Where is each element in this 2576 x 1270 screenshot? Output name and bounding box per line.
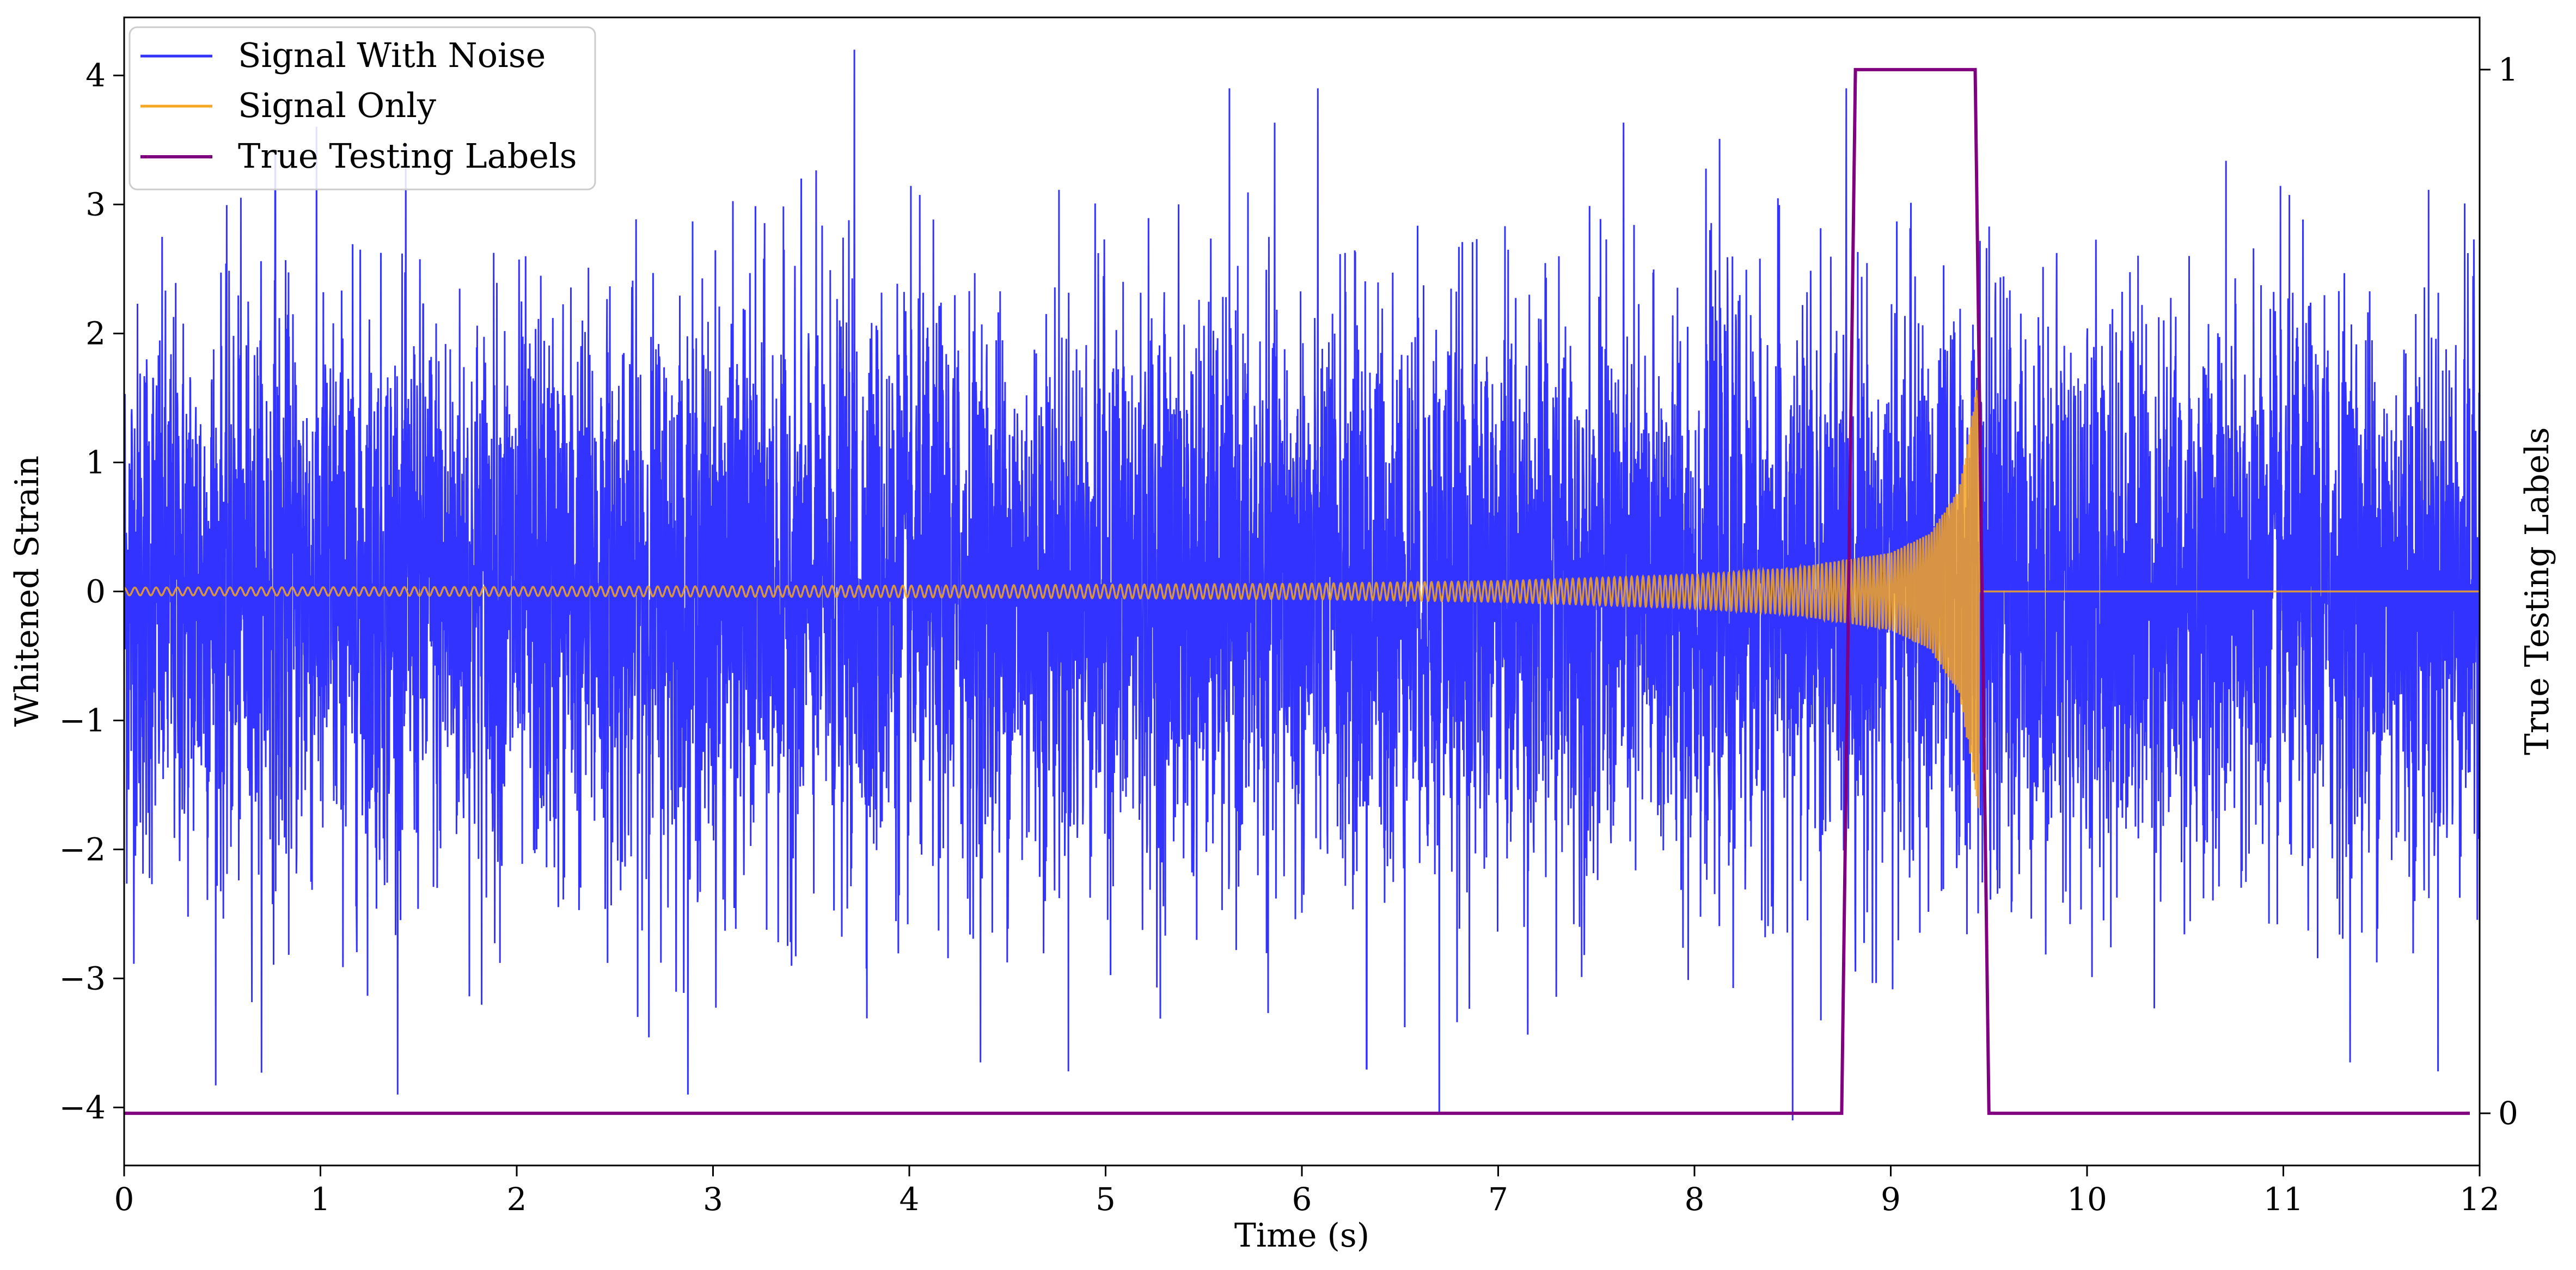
y2-axis-title: True Testing Labels <box>2518 427 2556 756</box>
x-tick-label: 4 <box>900 1181 920 1218</box>
y2-tick-label: 0 <box>2498 1095 2518 1132</box>
y-axis-title: Whitened Strain <box>8 456 46 727</box>
legend-box <box>129 26 596 191</box>
y-tick-label: 4 <box>85 57 106 94</box>
legend-label-signal: Signal Only <box>238 85 436 125</box>
x-tick-label: 6 <box>1292 1181 1312 1218</box>
x-tick-label: 11 <box>2263 1181 2304 1218</box>
y-tick-label: 0 <box>85 573 106 610</box>
x-axis-title: Time (s) <box>1234 1217 1369 1255</box>
x-tick-label: 2 <box>507 1181 527 1218</box>
legend-label-labels: True Testing Labels <box>238 136 577 176</box>
legend-label-noise: Signal With Noise <box>238 35 546 75</box>
series-signal-only <box>124 381 2480 808</box>
x-tick-label: 1 <box>310 1181 331 1218</box>
x-tick-label: 9 <box>1881 1181 1901 1218</box>
x-tick-label: 5 <box>1096 1181 1116 1218</box>
y-tick-label: 3 <box>85 186 106 223</box>
y-tick-label: 2 <box>85 315 106 352</box>
x-tick-label: 10 <box>2067 1181 2107 1218</box>
x-axis: 0 1 2 3 4 5 6 7 8 9 10 11 12 <box>114 1165 2500 1218</box>
y-tick-label: −4 <box>59 1089 106 1126</box>
y-tick-label: −3 <box>59 960 106 997</box>
x-tick-label: 12 <box>2459 1181 2500 1218</box>
y-tick-label: −1 <box>59 702 106 739</box>
y-tick-label: 1 <box>85 444 106 481</box>
y-axis-right: 01 <box>2480 51 2518 1132</box>
series-signal-with-noise <box>124 50 2480 1121</box>
x-tick-label: 7 <box>1488 1181 1508 1218</box>
x-tick-label: 0 <box>114 1181 134 1218</box>
y-tick-label: −2 <box>59 831 106 868</box>
y2-tick-label: 1 <box>2498 51 2518 88</box>
x-tick-label: 8 <box>1685 1181 1705 1218</box>
x-tick-label: 3 <box>703 1181 723 1218</box>
y-axis-left: −4 −3 −2 −1 0 1 2 3 4 <box>59 57 124 1126</box>
legend: Signal With Noise Signal Only True Testi… <box>129 26 596 191</box>
series-true-testing-labels <box>124 68 2470 1115</box>
